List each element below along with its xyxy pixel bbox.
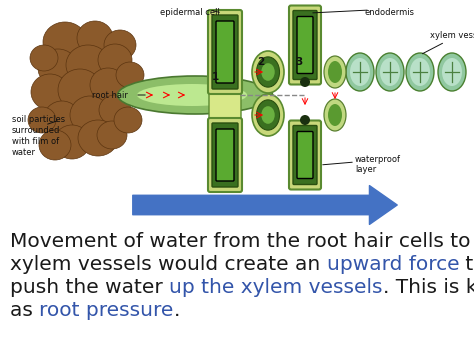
Text: epidermal cell: epidermal cell — [160, 8, 220, 17]
Ellipse shape — [78, 120, 118, 156]
Ellipse shape — [43, 22, 87, 62]
FancyBboxPatch shape — [289, 120, 321, 190]
Ellipse shape — [66, 45, 110, 85]
FancyBboxPatch shape — [208, 118, 242, 192]
Ellipse shape — [442, 58, 462, 86]
Ellipse shape — [410, 58, 430, 86]
Circle shape — [300, 77, 310, 87]
Text: xylem vessel: xylem vessel — [430, 31, 474, 39]
Ellipse shape — [346, 53, 374, 91]
Ellipse shape — [261, 106, 275, 124]
FancyArrowPatch shape — [133, 186, 397, 224]
Text: root pressure: root pressure — [39, 301, 173, 320]
Text: endodermis: endodermis — [365, 8, 415, 17]
Ellipse shape — [137, 84, 247, 106]
Ellipse shape — [256, 100, 280, 130]
FancyBboxPatch shape — [209, 84, 241, 126]
Text: waterproof
layer: waterproof layer — [355, 155, 401, 174]
Ellipse shape — [328, 104, 342, 126]
Ellipse shape — [58, 69, 102, 111]
FancyBboxPatch shape — [297, 131, 313, 179]
Text: to: to — [459, 255, 474, 274]
Text: 3: 3 — [295, 57, 302, 67]
FancyBboxPatch shape — [216, 21, 234, 83]
Text: upward force: upward force — [327, 255, 459, 274]
FancyBboxPatch shape — [293, 126, 317, 185]
Text: 2: 2 — [257, 57, 264, 67]
FancyBboxPatch shape — [208, 10, 242, 94]
Ellipse shape — [324, 99, 346, 131]
Ellipse shape — [99, 95, 131, 125]
Ellipse shape — [77, 21, 113, 55]
FancyBboxPatch shape — [212, 123, 238, 187]
FancyBboxPatch shape — [289, 5, 321, 84]
Text: .: . — [173, 301, 180, 320]
FancyBboxPatch shape — [297, 16, 313, 73]
Ellipse shape — [28, 107, 56, 133]
Ellipse shape — [252, 94, 284, 136]
Ellipse shape — [98, 44, 132, 76]
Ellipse shape — [380, 58, 400, 86]
Ellipse shape — [90, 68, 126, 102]
Ellipse shape — [324, 56, 346, 88]
Text: soil particles
surrounded
with film of
water: soil particles surrounded with film of w… — [12, 115, 65, 157]
Ellipse shape — [350, 58, 370, 86]
Text: root hair: root hair — [92, 91, 128, 99]
Text: . This is known: . This is known — [383, 278, 474, 297]
Ellipse shape — [328, 61, 342, 83]
Ellipse shape — [118, 76, 273, 114]
Ellipse shape — [31, 74, 69, 110]
Ellipse shape — [104, 30, 136, 60]
Ellipse shape — [39, 130, 71, 160]
Text: as: as — [10, 301, 39, 320]
Ellipse shape — [252, 51, 284, 93]
Ellipse shape — [376, 53, 404, 91]
Ellipse shape — [261, 63, 275, 81]
FancyBboxPatch shape — [293, 11, 317, 80]
Ellipse shape — [38, 49, 78, 87]
FancyBboxPatch shape — [212, 15, 238, 89]
Text: Movement of water from the root hair cells to the: Movement of water from the root hair cel… — [10, 232, 474, 251]
Text: push the water: push the water — [10, 278, 169, 297]
Ellipse shape — [30, 45, 58, 71]
Circle shape — [300, 115, 310, 125]
Ellipse shape — [438, 53, 466, 91]
Ellipse shape — [54, 125, 90, 159]
Ellipse shape — [44, 101, 80, 135]
FancyBboxPatch shape — [216, 129, 234, 181]
Ellipse shape — [116, 62, 144, 88]
Text: 1: 1 — [212, 72, 219, 82]
Text: up the xylem vessels: up the xylem vessels — [169, 278, 383, 297]
Ellipse shape — [97, 121, 127, 149]
Ellipse shape — [114, 107, 142, 133]
Ellipse shape — [70, 96, 110, 134]
Text: xylem vessels would create an: xylem vessels would create an — [10, 255, 327, 274]
Ellipse shape — [256, 57, 280, 87]
Ellipse shape — [406, 53, 434, 91]
